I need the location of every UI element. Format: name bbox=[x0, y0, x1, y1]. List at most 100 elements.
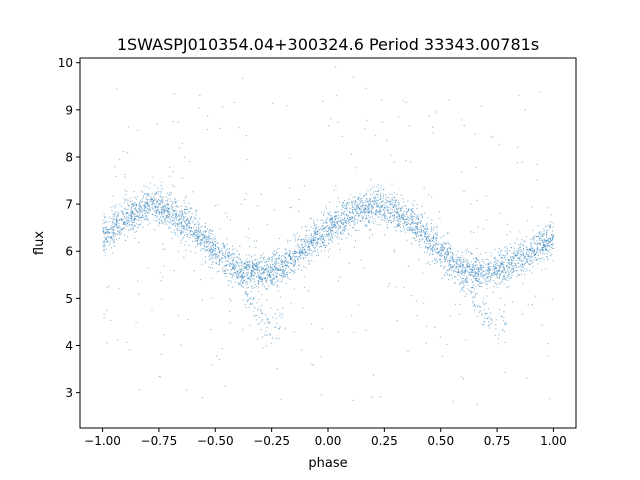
data-point bbox=[109, 243, 111, 245]
data-point bbox=[379, 209, 381, 211]
y-tick-label: 7 bbox=[65, 198, 73, 212]
data-point bbox=[187, 318, 189, 321]
data-point bbox=[540, 235, 542, 237]
data-point bbox=[423, 212, 426, 214]
data-point bbox=[115, 226, 117, 228]
data-point bbox=[324, 245, 326, 247]
data-point bbox=[506, 234, 508, 236]
data-point bbox=[292, 265, 294, 267]
data-point bbox=[530, 249, 532, 251]
data-point bbox=[462, 269, 464, 271]
data-point bbox=[321, 229, 323, 231]
data-point bbox=[368, 205, 370, 207]
data-point bbox=[149, 195, 151, 197]
data-point bbox=[517, 248, 520, 250]
data-point bbox=[504, 304, 506, 306]
data-point bbox=[488, 324, 491, 326]
data-point bbox=[140, 215, 142, 217]
data-point bbox=[206, 249, 208, 251]
data-point bbox=[184, 221, 186, 223]
data-point bbox=[158, 376, 160, 378]
data-point bbox=[481, 260, 483, 263]
data-point bbox=[398, 222, 400, 224]
data-point bbox=[456, 258, 458, 261]
data-point bbox=[442, 246, 444, 248]
data-point bbox=[397, 211, 399, 213]
data-point bbox=[186, 234, 188, 236]
data-point bbox=[464, 281, 467, 283]
data-point bbox=[131, 200, 133, 202]
data-point bbox=[471, 291, 473, 293]
data-point bbox=[463, 283, 465, 285]
data-point bbox=[200, 279, 202, 281]
data-point bbox=[428, 193, 430, 196]
data-point bbox=[378, 211, 380, 213]
data-point bbox=[124, 189, 126, 191]
data-point bbox=[403, 205, 405, 207]
data-point bbox=[339, 227, 341, 229]
data-point bbox=[271, 266, 273, 268]
data-point bbox=[265, 334, 267, 336]
data-point bbox=[460, 270, 462, 272]
data-point bbox=[192, 240, 194, 242]
data-point bbox=[510, 269, 512, 271]
data-point bbox=[301, 240, 303, 242]
data-point bbox=[353, 206, 355, 208]
data-point bbox=[129, 349, 131, 351]
data-point bbox=[279, 326, 281, 328]
data-point bbox=[381, 214, 383, 217]
data-point bbox=[104, 217, 106, 219]
data-point bbox=[233, 256, 235, 258]
data-point bbox=[438, 211, 441, 213]
data-point bbox=[535, 236, 538, 238]
data-point bbox=[205, 250, 207, 252]
data-point bbox=[105, 232, 108, 234]
data-point bbox=[495, 261, 497, 263]
data-point bbox=[507, 265, 509, 267]
data-point bbox=[406, 213, 408, 215]
data-point bbox=[455, 254, 457, 256]
data-point bbox=[327, 228, 329, 230]
data-point bbox=[277, 309, 279, 311]
data-point bbox=[529, 259, 532, 261]
data-point bbox=[416, 227, 418, 229]
data-point bbox=[144, 208, 146, 210]
data-point bbox=[513, 262, 515, 264]
data-point bbox=[495, 259, 497, 261]
data-point bbox=[126, 219, 128, 221]
data-point bbox=[254, 307, 256, 309]
data-point bbox=[104, 241, 106, 243]
data-point bbox=[189, 210, 191, 212]
data-point bbox=[336, 230, 338, 232]
data-point bbox=[354, 223, 356, 225]
data-point bbox=[290, 250, 292, 252]
data-point bbox=[229, 255, 231, 257]
data-point bbox=[196, 230, 199, 232]
data-point bbox=[139, 204, 141, 206]
data-point bbox=[370, 213, 372, 215]
data-point bbox=[324, 228, 326, 230]
data-point bbox=[339, 276, 341, 278]
data-point bbox=[334, 234, 336, 237]
data-point bbox=[110, 228, 112, 230]
data-point bbox=[340, 211, 343, 214]
data-point bbox=[169, 214, 171, 216]
data-point bbox=[387, 285, 389, 287]
data-point bbox=[180, 239, 182, 241]
data-point bbox=[121, 205, 123, 207]
data-point bbox=[122, 221, 125, 224]
data-point bbox=[377, 194, 379, 196]
data-point bbox=[518, 94, 520, 96]
data-point bbox=[526, 248, 528, 250]
data-point bbox=[151, 309, 153, 311]
data-point bbox=[213, 246, 215, 249]
data-point bbox=[325, 246, 327, 248]
y-tick-label: 5 bbox=[65, 292, 73, 306]
data-point bbox=[534, 253, 536, 255]
data-point bbox=[299, 239, 301, 241]
data-point bbox=[218, 270, 220, 272]
data-point bbox=[353, 219, 355, 221]
data-point bbox=[121, 228, 124, 230]
data-point bbox=[399, 230, 402, 232]
data-point bbox=[367, 206, 369, 208]
